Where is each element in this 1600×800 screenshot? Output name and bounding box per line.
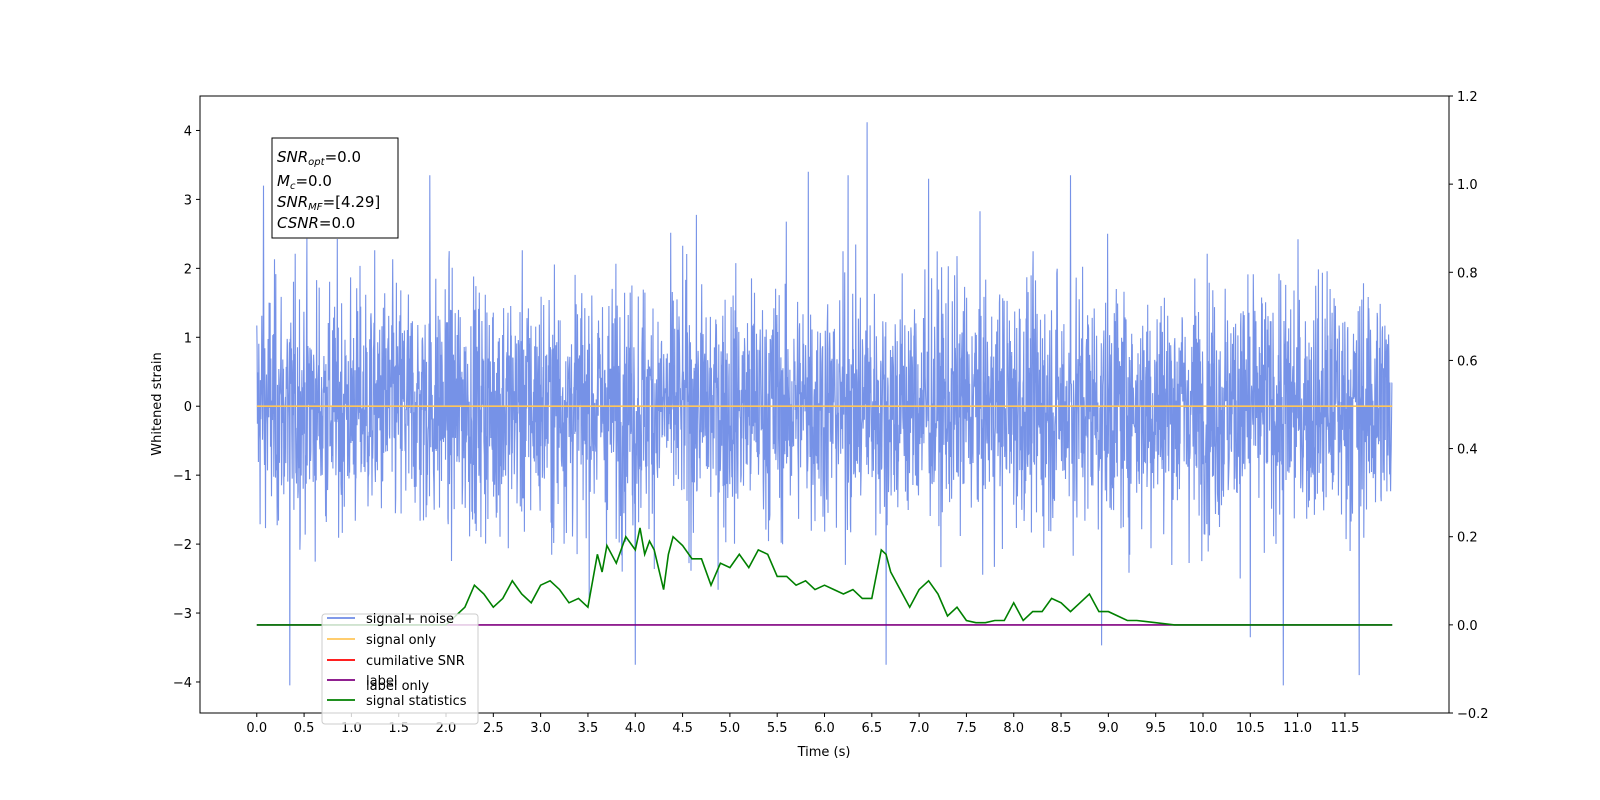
y2-tick-label: 0.8 <box>1457 266 1478 281</box>
series-signal-noise <box>256 122 1393 686</box>
y-axis-label: Whitened strain <box>150 352 165 455</box>
annotation-mc: Mc=0.0 <box>277 172 332 192</box>
x-tick-label: 9.0 <box>1098 721 1119 736</box>
y2-axis-ticks: 1.2 1.0 0.8 0.6 0.4 0.2 0.0 −0.2 <box>1449 90 1489 722</box>
y2-tick-label: −0.2 <box>1457 707 1489 722</box>
legend-label: cumilative SNR <box>366 654 465 669</box>
x-tick-label: 3.5 <box>578 721 599 736</box>
legend-entries: signal+ noise signal only cumilative SNR la… <box>327 612 467 709</box>
x-tick-label: 9.5 <box>1145 721 1166 736</box>
annotation-csnr: CSNR=0.0 <box>277 214 355 232</box>
y-tick-label: 1 <box>184 331 192 346</box>
x-axis-label: Time (s) <box>797 745 851 760</box>
stats-annotation-box: SNRopt=0.0 Mc=0.0 SNRMF=[4.29] CSNR=0.0 <box>271 137 399 239</box>
x-tick-label: 5.5 <box>767 721 788 736</box>
x-axis-ticks: 0.0 0.5 1.0 1.5 2.0 2.5 3.0 3.5 4.0 4.5 5.0 5.5 6.0 6… <box>246 713 1359 736</box>
x-tick-label: 2.0 <box>436 721 457 736</box>
signal-statistics-line <box>256 527 1393 626</box>
legend-frame <box>321 613 479 725</box>
y-tick-label: −2 <box>173 538 192 553</box>
y2-tick-label: 0.6 <box>1457 354 1478 369</box>
y-tick-label: 0 <box>184 400 192 415</box>
x-tick-label: 8.0 <box>1003 721 1024 736</box>
x-tick-label: 11.0 <box>1283 721 1312 736</box>
y2-tick-label: 0.4 <box>1457 443 1478 458</box>
legend-label: signal+ noise <box>366 612 454 627</box>
x-tick-label: 2.5 <box>483 721 504 736</box>
x-tick-label: 10.0 <box>1189 721 1218 736</box>
x-tick-label: 4.5 <box>672 721 693 736</box>
y2-tick-label: 0.0 <box>1457 619 1478 634</box>
legend-label: signal only <box>366 633 436 648</box>
annotation-snr-opt: SNRopt=0.0 <box>277 148 361 168</box>
series-signal-statistics <box>256 527 1393 626</box>
legend-label: label <box>366 674 397 689</box>
y2-tick-label: 0.2 <box>1457 531 1478 546</box>
y-tick-label: −1 <box>173 469 192 484</box>
y-axis-ticks: 4 3 2 1 0 −1 −2 −3 −4 <box>173 124 200 691</box>
annotation-snr-mf: SNRMF=[4.29] <box>277 193 380 213</box>
x-tick-label: 5.0 <box>720 721 741 736</box>
y-tick-label: −4 <box>173 676 192 691</box>
annotation-frame <box>271 137 399 239</box>
x-tick-label: 4.0 <box>625 721 646 736</box>
y-tick-label: 3 <box>184 193 192 208</box>
y-tick-label: −3 <box>173 607 192 622</box>
y-tick-label: 4 <box>184 124 192 139</box>
legend: label only signal+ noise signal only cumil… <box>321 612 479 725</box>
x-tick-label: 7.0 <box>909 721 930 736</box>
signal-noise-line <box>256 122 1393 686</box>
x-tick-label: 1.0 <box>341 721 362 736</box>
x-tick-label: 6.0 <box>814 721 835 736</box>
x-tick-label: 3.0 <box>530 721 551 736</box>
legend-label: signal statistics <box>366 694 467 709</box>
x-tick-label: 1.5 <box>388 721 409 736</box>
x-tick-label: 0.0 <box>246 721 267 736</box>
y2-tick-label: 1.2 <box>1457 90 1478 105</box>
y2-tick-label: 1.0 <box>1457 178 1478 193</box>
x-tick-label: 8.5 <box>1051 721 1072 736</box>
x-tick-label: 11.5 <box>1330 721 1359 736</box>
legend-hidden-text: label only <box>366 679 429 694</box>
y-tick-label: 2 <box>184 262 192 277</box>
x-tick-label: 7.5 <box>956 721 977 736</box>
x-tick-label: 6.5 <box>861 721 882 736</box>
x-tick-label: 0.5 <box>294 721 315 736</box>
x-tick-label: 10.5 <box>1236 721 1265 736</box>
